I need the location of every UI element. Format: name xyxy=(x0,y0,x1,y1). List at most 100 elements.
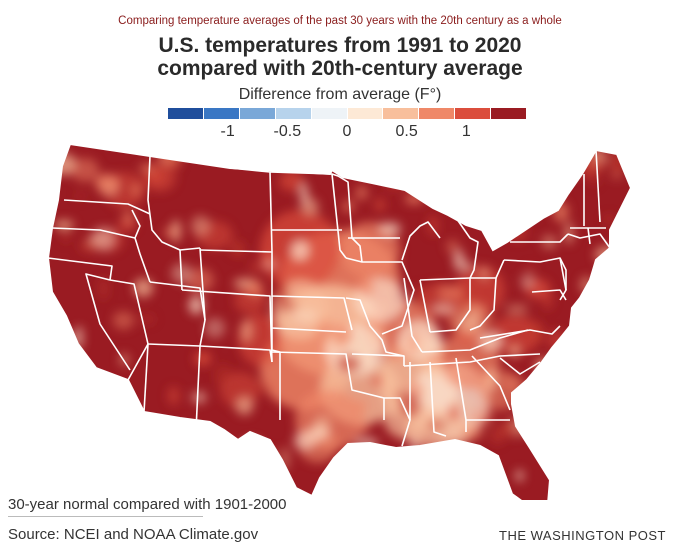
anomaly-patch xyxy=(502,174,520,197)
anomaly-patch xyxy=(561,159,577,178)
anomaly-patch xyxy=(235,396,254,416)
anomaly-patch xyxy=(261,450,278,459)
anomaly-patch xyxy=(332,323,352,347)
anomaly-patch xyxy=(192,433,207,450)
anomaly-patch xyxy=(525,264,537,277)
anomaly-patch xyxy=(213,363,233,387)
anomaly-patch xyxy=(564,221,574,245)
anomaly-patch xyxy=(78,403,100,420)
anomaly-patch xyxy=(445,239,460,254)
anomaly-patch xyxy=(543,442,568,463)
anomaly-patch xyxy=(353,397,369,414)
anomaly-patch xyxy=(575,334,595,352)
legend-swatch xyxy=(239,108,275,119)
anomaly-patch xyxy=(194,351,212,366)
anomaly-patch xyxy=(398,320,442,360)
color-scale-legend xyxy=(168,108,527,119)
anomaly-patch xyxy=(139,163,155,173)
legend-swatch xyxy=(311,108,347,119)
legend-tick-label: -0.5 xyxy=(273,123,302,140)
anomaly-patch xyxy=(390,468,417,488)
legend-swatch xyxy=(168,108,203,119)
anomaly-patch xyxy=(274,299,298,312)
legend-swatch xyxy=(491,108,527,119)
source-credit: Source: NCEI and NOAA Climate.gov xyxy=(8,526,259,543)
anomaly-patch xyxy=(355,185,368,200)
title-line-2: compared with 20th-century average xyxy=(157,57,523,80)
anomaly-patch xyxy=(427,215,439,236)
anomaly-patch xyxy=(546,392,562,403)
anomaly-patch xyxy=(404,458,429,470)
anomaly-patch xyxy=(530,321,545,345)
footer-divider xyxy=(8,516,203,517)
anomaly-patch xyxy=(292,308,319,323)
chart-title: U.S. temperatures from 1991 to 2020 comp… xyxy=(0,34,680,80)
anomaly-patch xyxy=(563,431,578,451)
supertitle: Comparing temperature averages of the pa… xyxy=(118,15,562,27)
anomaly-patch xyxy=(340,222,400,278)
anomaly-patch xyxy=(424,174,436,196)
anomaly-patch xyxy=(535,418,554,435)
anomaly-patch xyxy=(462,261,471,270)
anomaly-patch xyxy=(479,266,489,280)
anomaly-patch xyxy=(445,474,466,493)
anomaly-patch xyxy=(374,198,385,212)
title-line-1: U.S. temperatures from 1991 to 2020 xyxy=(158,34,522,57)
anomaly-patch xyxy=(519,274,535,289)
anomaly-patch xyxy=(186,268,214,292)
us-map xyxy=(0,130,680,511)
anomaly-patch xyxy=(276,281,289,303)
anomaly-patch xyxy=(515,469,525,482)
anomaly-patch xyxy=(378,221,402,236)
anomaly-patch xyxy=(112,311,135,330)
anomaly-patch xyxy=(394,390,419,401)
anomaly-patch xyxy=(204,317,226,339)
anomaly-patch xyxy=(190,215,211,237)
anomaly-patch xyxy=(54,453,66,473)
anomaly-patch xyxy=(61,225,70,244)
anomaly-patch xyxy=(609,325,626,343)
anomaly-patch xyxy=(393,465,405,478)
anomaly-patch xyxy=(470,407,495,427)
legend-swatch xyxy=(455,108,491,119)
anomaly-patch xyxy=(498,199,521,218)
anomaly-patch xyxy=(155,474,174,485)
anomaly-patch xyxy=(290,240,309,261)
anomaly-patch xyxy=(541,291,554,310)
anomaly-patch xyxy=(98,276,109,301)
anomaly-patch xyxy=(279,170,304,192)
anomaly-patch xyxy=(425,355,449,364)
legend-swatch xyxy=(203,108,239,119)
anomaly-patch xyxy=(241,438,263,462)
legend-swatch xyxy=(419,108,455,119)
state-borders xyxy=(47,149,611,447)
anomaly-patch xyxy=(541,432,568,453)
anomaly-patch xyxy=(299,182,309,206)
anomaly-patch xyxy=(539,185,564,194)
anomaly-patch xyxy=(117,219,137,232)
legend-tick-label: 0 xyxy=(342,123,352,140)
anomaly-patch xyxy=(145,168,166,185)
anomaly-patch xyxy=(431,304,455,315)
legend-swatch xyxy=(347,108,383,119)
legend-tick-label: -1 xyxy=(220,123,235,140)
anomaly-patch xyxy=(577,377,593,393)
anomaly-patch xyxy=(270,151,295,163)
anomaly-patch xyxy=(579,395,599,406)
anomaly-patch xyxy=(532,407,558,430)
anomaly-patch xyxy=(262,250,272,265)
anomaly-patch xyxy=(336,354,362,374)
anomaly-patch xyxy=(500,420,517,438)
anomaly-patch xyxy=(56,424,66,445)
anomaly-patch xyxy=(546,371,570,384)
anomaly-patch xyxy=(437,285,464,301)
anomaly-patch xyxy=(54,220,74,229)
anomaly-patch xyxy=(167,386,180,406)
anomaly-patch xyxy=(594,246,620,264)
anomaly-patch xyxy=(357,423,370,433)
anomaly-patch xyxy=(490,315,540,355)
anomaly-patch xyxy=(183,468,205,486)
anomaly-patch xyxy=(456,314,478,332)
anomaly-patch xyxy=(240,319,253,343)
anomaly-patch xyxy=(188,295,205,315)
